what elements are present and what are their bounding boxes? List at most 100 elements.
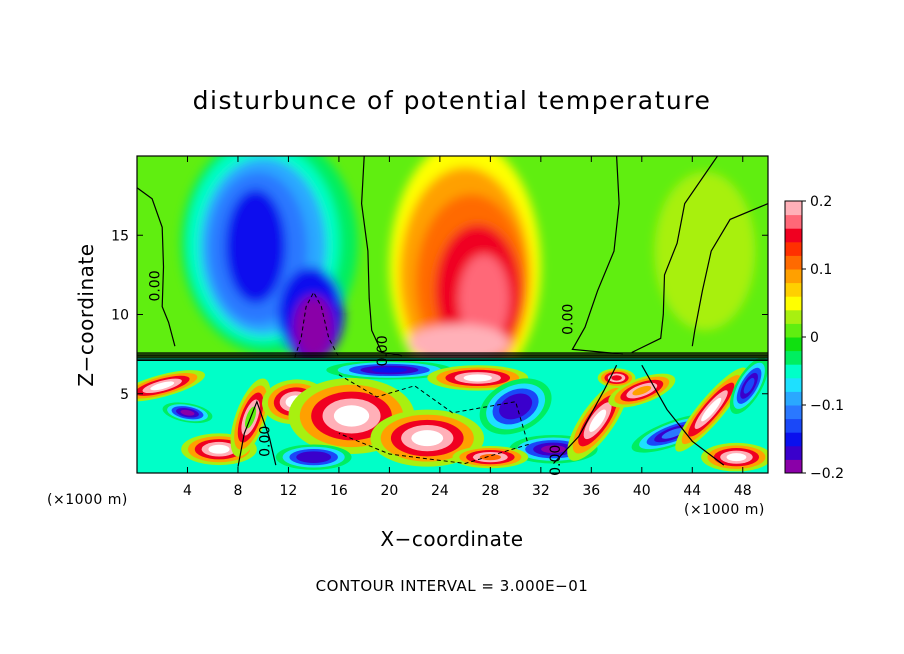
contour-interval-caption: CONTOUR INTERVAL = 3.000E−01 — [315, 577, 589, 595]
colorbar-swatch — [785, 255, 802, 270]
x-axis-label: X−coordinate — [380, 527, 524, 551]
turbulent-level — [208, 444, 230, 454]
turbulent-level — [371, 367, 408, 373]
colorbar-swatch — [785, 323, 802, 338]
zero-contour-right-b — [631, 156, 718, 354]
warm-core — [458, 254, 510, 344]
turbulent-cell-17 — [597, 368, 636, 388]
x-unit-label: (×1000 m) — [47, 492, 128, 508]
colorbar-swatch — [785, 405, 802, 420]
turbulent-cell-8 — [427, 365, 529, 391]
turbulent-level — [726, 453, 747, 462]
turbulent-cell-9 — [479, 378, 552, 435]
x-tick-label: 40 — [633, 483, 651, 499]
x-tick-label: 36 — [582, 483, 600, 499]
upper-field — [137, 156, 768, 358]
contour-labels: 0.00 0.00 0.00 0.00 0.00 — [148, 270, 577, 476]
turbulent-level — [632, 385, 652, 396]
turbulent-cell-7 — [326, 360, 453, 380]
temperature-field — [137, 156, 768, 473]
turbulent-level — [150, 381, 175, 391]
colorbar-swatch — [785, 269, 802, 284]
turbulent-level — [743, 377, 755, 394]
right-green — [654, 171, 756, 331]
y-tick-label: 10 — [111, 308, 129, 324]
turbulent-level — [701, 397, 722, 422]
turbulent-level — [661, 427, 686, 439]
colorbar-tick-label: −0.1 — [810, 398, 844, 414]
colorbar-swatch — [785, 364, 802, 379]
turbulent-cell-15 — [701, 442, 768, 472]
turbulent-cell-14 — [675, 367, 748, 452]
turbulent-level — [541, 445, 566, 454]
x-tick-label: 24 — [431, 483, 449, 499]
colorbar-swatch — [785, 377, 802, 392]
colorbar-swatch — [785, 228, 802, 243]
colorbar-swatch — [785, 214, 802, 229]
colorbar-tick-label: 0.1 — [810, 262, 832, 278]
colorbar-swatch — [785, 445, 802, 460]
turbulent-level — [180, 409, 195, 416]
z-unit-label: (×1000 m) — [684, 502, 765, 518]
colorbar-tick-label: 0 — [810, 330, 819, 346]
lower-contour-dashed — [338, 374, 529, 465]
x-tick-label: 20 — [380, 483, 398, 499]
turbulent-cell-12 — [608, 373, 676, 408]
colorbar-swatch — [785, 418, 802, 433]
colorbar-swatch — [785, 296, 802, 311]
colorbar-swatch — [785, 282, 802, 297]
turbulent-level — [479, 454, 501, 461]
turbulent-level — [611, 375, 622, 381]
x-tick-label: 48 — [734, 483, 752, 499]
turbulent-level — [333, 405, 370, 427]
zero-contour-right-c — [691, 203, 768, 347]
x-tick-label: 4 — [183, 483, 192, 499]
colorbar-swatch — [785, 309, 802, 324]
colorbar-swatch — [785, 459, 802, 474]
cold-core-white — [301, 314, 327, 358]
contour-label-4: 0.00 — [548, 445, 564, 476]
cold-layer-5 — [225, 189, 286, 304]
colorbar-tick-label: 0.2 — [810, 194, 832, 210]
lower-contour-1 — [237, 399, 277, 467]
upper-blobs — [181, 156, 756, 358]
contour-lines — [137, 156, 768, 467]
colorbar-swatch — [785, 337, 802, 352]
lower-field — [137, 358, 768, 473]
turbulent-level — [589, 409, 607, 432]
turbulent-level — [505, 398, 526, 415]
turbulent-cell-1 — [162, 402, 213, 424]
contour-label-0: 0.00 — [148, 270, 164, 301]
turbulent-cell-16 — [729, 358, 768, 414]
contour-label-1: 0.00 — [375, 335, 391, 366]
x-tick-label: 12 — [280, 483, 298, 499]
colorbar-tick-label: −0.2 — [810, 466, 844, 482]
x-tick-label: 44 — [683, 483, 701, 499]
turbulent-level — [303, 453, 325, 461]
turbulent-cell-18 — [275, 444, 352, 470]
zero-contour-right-a — [571, 156, 623, 355]
lower-contour-2 — [553, 364, 618, 464]
contour-label-3: 0.00 — [258, 426, 274, 457]
colorbar-swatch — [785, 391, 802, 406]
x-tick-label: 32 — [532, 483, 550, 499]
chart-title: disturbunce of potential temperature — [192, 86, 712, 115]
warm-core-white — [426, 339, 492, 358]
x-tick-label: 16 — [330, 483, 348, 499]
colorbar-swatch — [785, 432, 802, 447]
y-tick-label: 15 — [111, 228, 129, 244]
turbulent-level — [411, 430, 444, 447]
turbulent-cell-6 — [370, 409, 485, 467]
colorbar-swatch — [785, 350, 802, 365]
turbulent-cell-19 — [452, 446, 529, 469]
lower-contour-3 — [641, 364, 725, 466]
y-tick-label: 5 — [120, 387, 129, 403]
x-tick-label: 8 — [233, 483, 242, 499]
zero-contour-left — [137, 187, 176, 347]
colorbar-swatch — [785, 201, 802, 216]
contour-label-2: 0.00 — [560, 304, 576, 335]
x-tick-label: 28 — [481, 483, 499, 499]
turbulent-level — [463, 374, 492, 382]
